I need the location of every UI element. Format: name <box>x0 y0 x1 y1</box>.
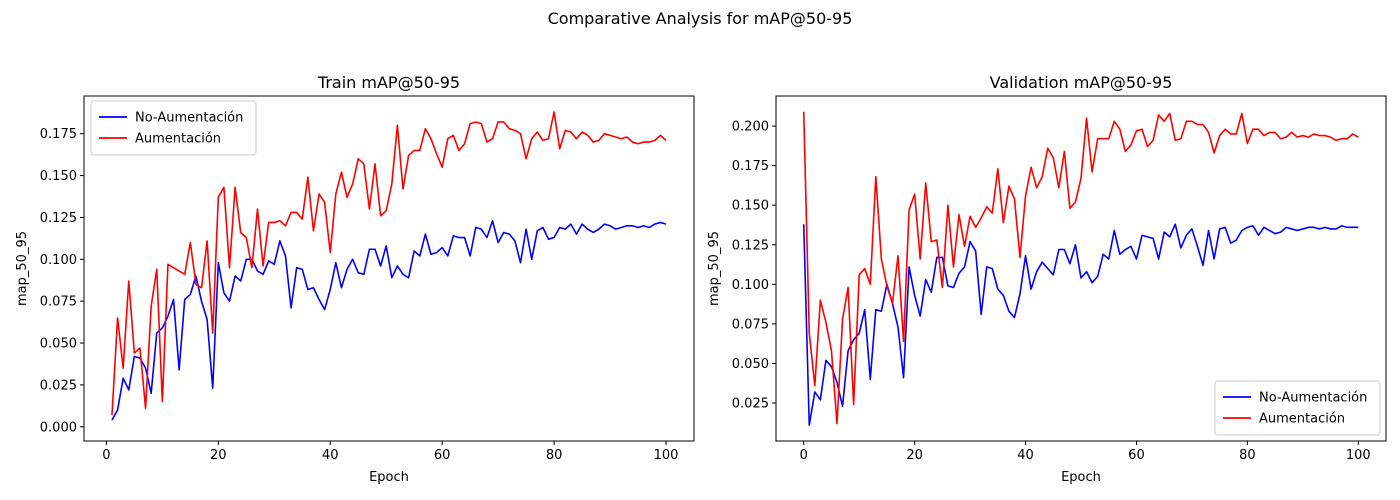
figure-suptitle: Comparative Analysis for mAP@50-95 <box>548 9 853 28</box>
train-x-tick-label: 40 <box>322 448 339 463</box>
validation-chart-panel: Validation mAP@50-95 0 20 40 60 80 100 0.025 0.0… <box>707 73 1387 485</box>
train-y-tick-label: 0.175 <box>40 127 77 142</box>
validation-legend-box <box>1214 380 1381 436</box>
validation-y-tick-label: 0.125 <box>732 238 769 253</box>
validation-y-tick-label: 0.150 <box>732 199 769 214</box>
validation-x-tick-label: 40 <box>1017 448 1034 463</box>
train-y-tick-label: 0.000 <box>40 420 77 435</box>
train-y-tick-label: 0.100 <box>40 253 77 268</box>
train-x-tick-label: 80 <box>546 448 563 463</box>
train-axes-frame <box>83 95 695 442</box>
train-y-tick-label: 0.125 <box>40 211 77 226</box>
validation-x-axis-label: Epoch <box>1061 470 1101 485</box>
train-series-line-aumentacion <box>111 111 667 416</box>
validation-x-tick-label: 100 <box>1346 448 1371 463</box>
validation-y-tick-label: 0.175 <box>732 159 769 174</box>
validation-x-tick-label: 20 <box>906 448 923 463</box>
validation-x-tick-label: 80 <box>1239 448 1256 463</box>
train-legend-label: No-Aumentación <box>135 111 243 126</box>
train-x-tick-label: 100 <box>654 448 679 463</box>
train-legend-label: Aumentación <box>135 132 221 147</box>
validation-x-tick-label: 60 <box>1128 448 1145 463</box>
validation-y-tick-label: 0.100 <box>732 278 769 293</box>
train-legend: No-Aumentación Aumentación <box>90 100 257 156</box>
train-series-line-no-aumentacion <box>111 219 667 421</box>
train-y-tick-label: 0.050 <box>40 337 77 352</box>
validation-y-axis-label: map_50_95 <box>707 231 722 306</box>
validation-chart-title: Validation mAP@50-95 <box>990 73 1173 92</box>
train-x-tick-label: 60 <box>434 448 451 463</box>
train-x-axis-label: Epoch <box>369 470 409 485</box>
validation-legend: No-Aumentación Aumentación <box>1214 380 1381 436</box>
train-chart-panel: Train mAP@50-95 0 20 40 60 80 100 0.000 0.025 0.0… <box>15 73 695 485</box>
train-y-tick-label: 0.150 <box>40 169 77 184</box>
train-y-axis-label: map_50_95 <box>15 231 30 306</box>
train-x-tick-label: 20 <box>210 448 227 463</box>
validation-legend-label: No-Aumentación <box>1259 391 1367 406</box>
validation-x-tick-label: 0 <box>800 448 808 463</box>
train-y-tick-label: 0.075 <box>40 295 77 310</box>
train-legend-box <box>90 100 257 156</box>
train-x-tick-label: 0 <box>102 448 110 463</box>
train-y-tick-label: 0.025 <box>40 378 77 393</box>
validation-y-tick-label: 0.025 <box>732 397 769 412</box>
train-chart-title: Train mAP@50-95 <box>317 73 460 92</box>
validation-y-tick-label: 0.200 <box>732 120 769 135</box>
validation-axes-frame <box>775 95 1387 442</box>
validation-series-line-aumentacion <box>802 111 1359 425</box>
validation-y-tick-label: 0.050 <box>732 357 769 372</box>
validation-legend-label: Aumentación <box>1259 412 1345 427</box>
validation-series-line-no-aumentacion <box>802 223 1359 426</box>
validation-y-tick-label: 0.075 <box>732 317 769 332</box>
